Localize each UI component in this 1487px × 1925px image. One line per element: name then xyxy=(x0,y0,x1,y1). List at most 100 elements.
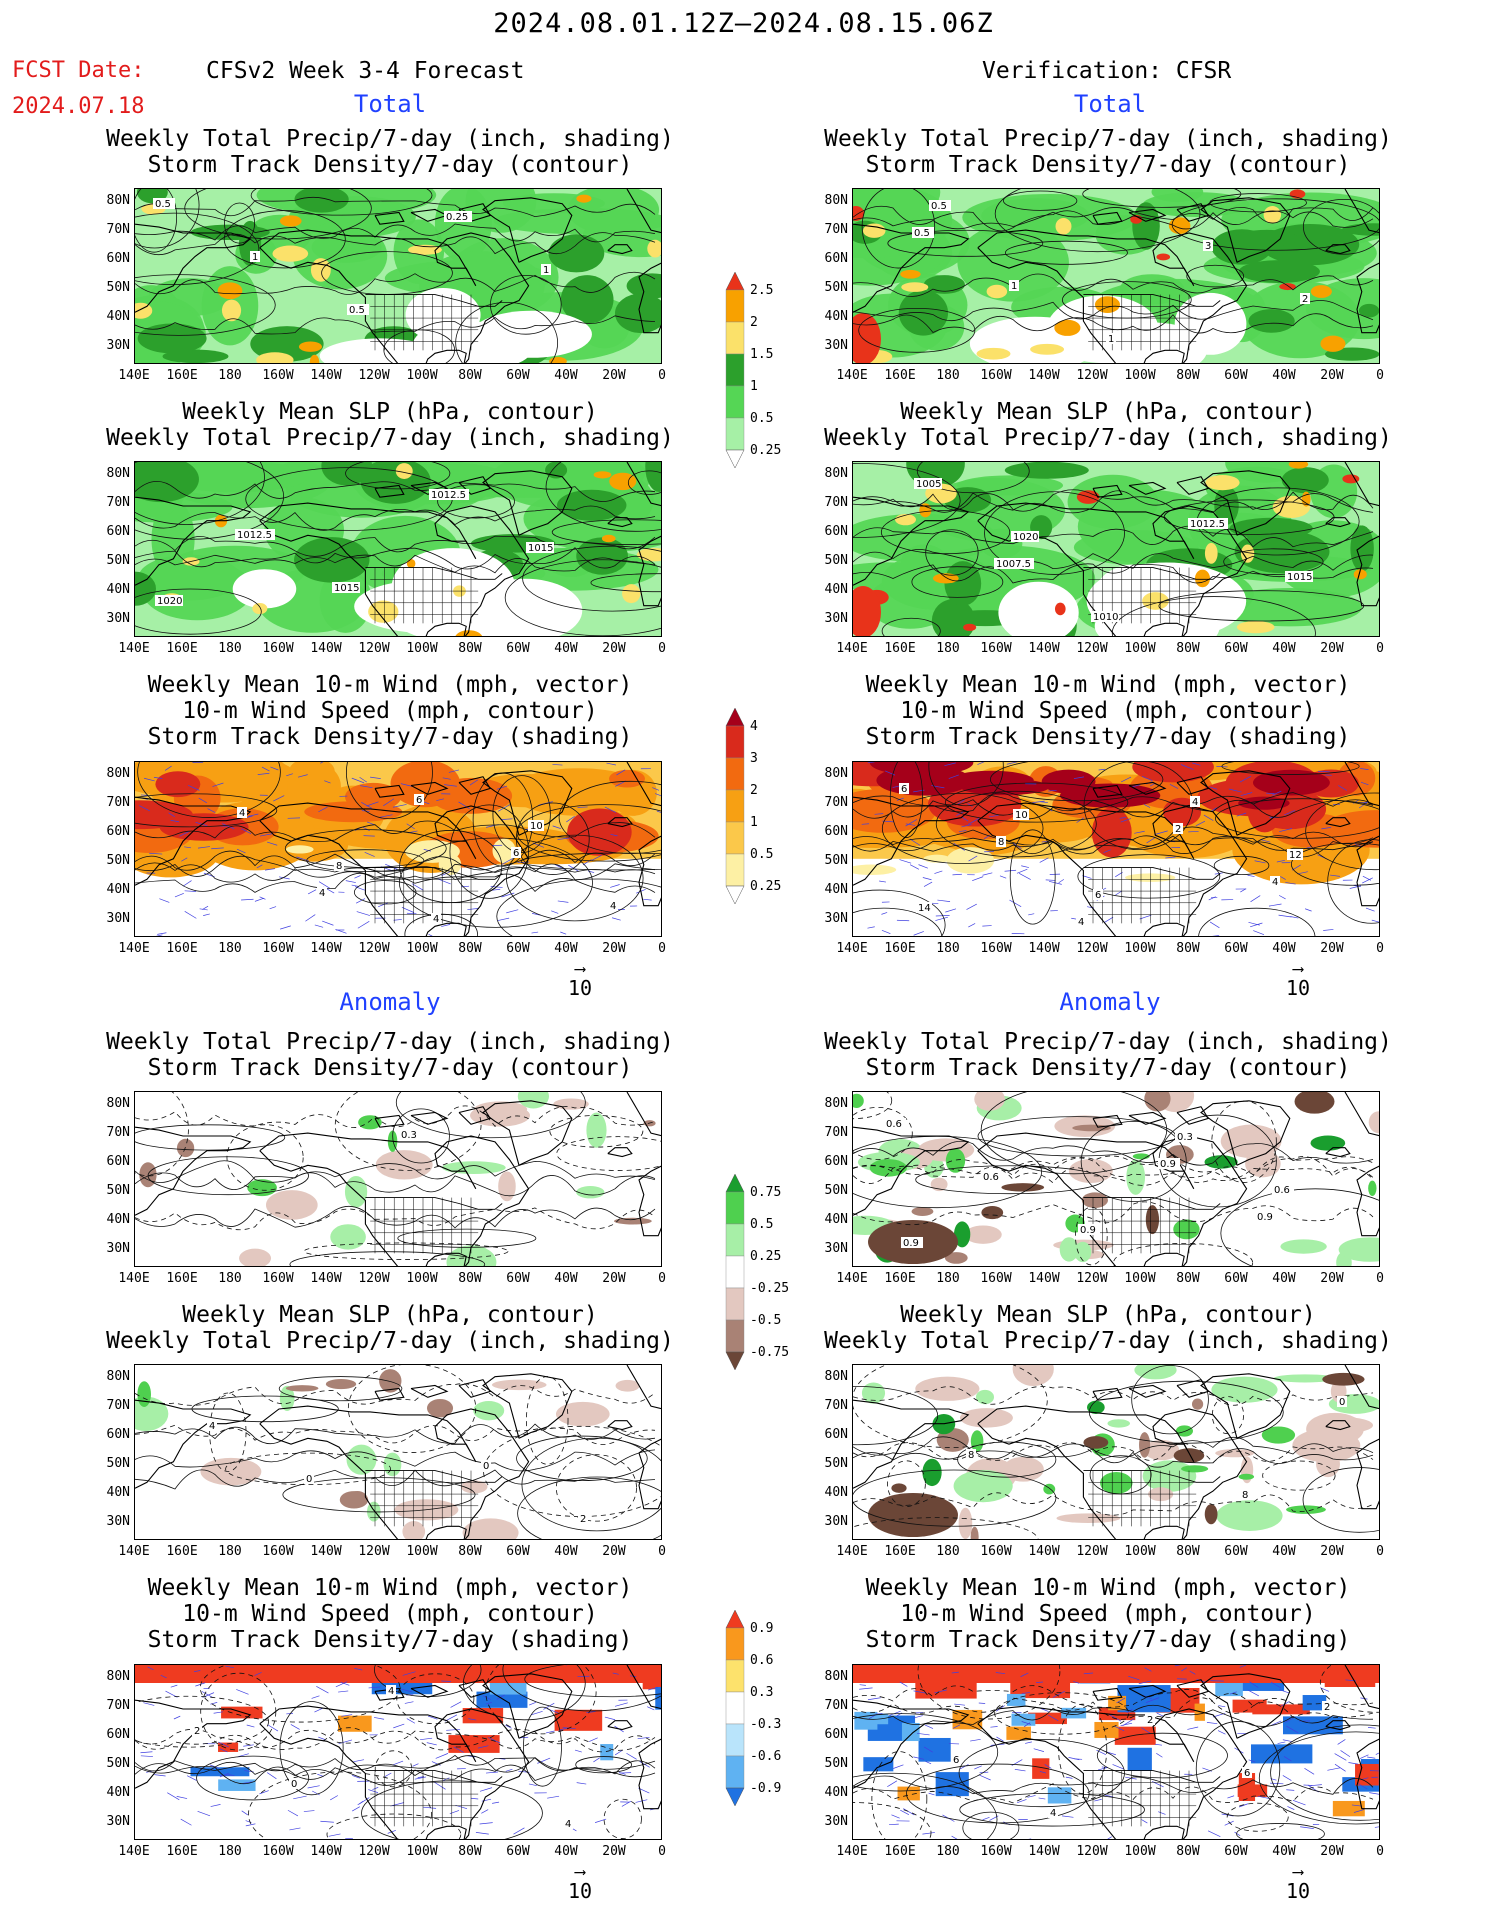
contour-label: 10 xyxy=(1015,810,1028,821)
lon-label: 160E xyxy=(884,1544,916,1559)
lat-label: 80N xyxy=(106,766,130,781)
lon-label: 140E xyxy=(118,1544,150,1559)
contour-label: 0.9 xyxy=(903,1238,919,1249)
lon-label: 140E xyxy=(836,368,868,383)
colorbar-tick-label: -0.75 xyxy=(750,1345,789,1360)
lat-label: 50N xyxy=(106,1183,130,1198)
contour-label: 8 xyxy=(1242,1490,1248,1501)
lat-label: 60N xyxy=(106,524,130,539)
contour-label: 6 xyxy=(953,1755,959,1766)
contour-label: 4 xyxy=(1192,797,1198,808)
lat-label: 70N xyxy=(106,1398,130,1413)
lon-label: 0 xyxy=(1376,368,1384,383)
lat-label: 80N xyxy=(824,1096,848,1111)
lon-label: 140W xyxy=(310,641,342,656)
panel-title-total-precip-left: Weekly Total Precip/7-day (inch, shading… xyxy=(106,126,674,178)
panel-title-total-slp-right: Weekly Mean SLP (hPa, contour) Weekly To… xyxy=(824,399,1392,451)
panel-title-anom-precip-right: Weekly Total Precip/7-day (inch, shading… xyxy=(824,1029,1392,1081)
lat-label: 40N xyxy=(106,309,130,324)
lon-label: 40W xyxy=(554,1544,578,1559)
contour-label: 0.3 xyxy=(1177,1132,1193,1143)
colorbar-tick-label: 0.5 xyxy=(750,847,773,862)
lon-label: 80W xyxy=(458,1844,482,1859)
colorbar-tick-label: 4 xyxy=(750,719,758,734)
lon-label: 20W xyxy=(1320,641,1344,656)
lat-label: 60N xyxy=(106,1427,130,1442)
vector-ref-total-forecast: ⟶ 10 xyxy=(560,961,600,1001)
lat-label: 40N xyxy=(106,1785,130,1800)
lon-label: 40W xyxy=(554,941,578,956)
lon-label: 180 xyxy=(218,1844,242,1859)
lat-label: 60N xyxy=(106,1727,130,1742)
contour-label: 0.9 xyxy=(1257,1212,1273,1223)
lon-label: 80W xyxy=(458,1271,482,1286)
lon-label: 40W xyxy=(1272,1544,1296,1559)
lat-label: 60N xyxy=(106,824,130,839)
lon-label: 100W xyxy=(406,641,438,656)
lat-label: 60N xyxy=(106,1154,130,1169)
colorbar-anom-precip: 0.75 0.5 0.25 -0.25 -0.5 -0.75 xyxy=(722,1172,812,1466)
contour-label: 1 xyxy=(1108,334,1114,345)
lon-label: 140W xyxy=(310,1544,342,1559)
fcst-date: 2024.07.18 xyxy=(12,94,145,119)
lat-label: 70N xyxy=(106,495,130,510)
lon-label: 40W xyxy=(554,368,578,383)
lon-label: 140W xyxy=(310,941,342,956)
lon-label: 160W xyxy=(262,368,294,383)
contour-label: 0.3 xyxy=(401,1130,417,1141)
lon-label: 0 xyxy=(1376,1271,1384,1286)
lon-label: 140E xyxy=(118,1271,150,1286)
lon-label: 140E xyxy=(118,941,150,956)
lon-label: 160E xyxy=(166,368,198,383)
contour-label: 2 xyxy=(1302,294,1308,305)
contour-label: 1020 xyxy=(1013,532,1038,543)
lon-label: 160E xyxy=(884,641,916,656)
lon-label: 120W xyxy=(358,941,390,956)
lat-label: 80N xyxy=(106,1669,130,1684)
lon-label: 20W xyxy=(1320,1271,1344,1286)
contour-label: 0.9 xyxy=(1080,1225,1096,1236)
lat-label: 40N xyxy=(106,882,130,897)
lon-label: 160E xyxy=(166,1271,198,1286)
lon-label: 160E xyxy=(884,1844,916,1859)
lon-label: 100W xyxy=(1124,941,1156,956)
lon-label: 60W xyxy=(1224,1544,1248,1559)
lon-label: 140E xyxy=(118,641,150,656)
lat-label: 80N xyxy=(106,1096,130,1111)
lat-label: 50N xyxy=(824,1183,848,1198)
lat-label: 80N xyxy=(824,193,848,208)
lat-label: 30N xyxy=(824,338,848,353)
lon-label: 100W xyxy=(1124,368,1156,383)
map-anom-wind-forecast: 4 2 0 4 xyxy=(134,1664,662,1840)
colorbar-tick-label: 1 xyxy=(750,815,758,830)
colorbar-tick-label: 0.25 xyxy=(750,1249,781,1264)
lon-label: 40W xyxy=(1272,368,1296,383)
lon-label: 100W xyxy=(1124,641,1156,656)
contour-label: 2 xyxy=(580,1514,586,1525)
main-title: 2024.08.01.12Z–2024.08.15.06Z xyxy=(493,8,994,39)
lat-label: 30N xyxy=(824,911,848,926)
lon-label: 60W xyxy=(506,641,530,656)
contour-label: 0.5 xyxy=(931,201,947,212)
lon-label: 160W xyxy=(262,941,294,956)
map-anom-slp-forecast: 0 2 4 0 xyxy=(134,1364,662,1540)
lat-label: 70N xyxy=(106,795,130,810)
lon-label: 40W xyxy=(1272,1844,1296,1859)
contour-label: 4 xyxy=(1078,917,1084,928)
lon-label: 120W xyxy=(358,641,390,656)
lat-label: 60N xyxy=(824,1154,848,1169)
contour-label: 4 xyxy=(209,1421,215,1432)
lat-label: 30N xyxy=(824,1814,848,1829)
contour-label: 0.25 xyxy=(446,212,468,223)
lon-label: 60W xyxy=(506,368,530,383)
colorbar-total-storm: 4 3 2 1 0.5 0.25 xyxy=(722,706,812,1000)
fcst-label: FCST Date: xyxy=(12,58,145,83)
lon-label: 120W xyxy=(358,1844,390,1859)
lat-label: 40N xyxy=(106,582,130,597)
lon-label: 180 xyxy=(936,941,960,956)
lon-label: 60W xyxy=(506,1271,530,1286)
panel-title-total-precip-right: Weekly Total Precip/7-day (inch, shading… xyxy=(824,126,1392,178)
lon-label: 160W xyxy=(262,641,294,656)
contour-label: 0.5 xyxy=(349,305,365,316)
lat-label: 50N xyxy=(824,280,848,295)
